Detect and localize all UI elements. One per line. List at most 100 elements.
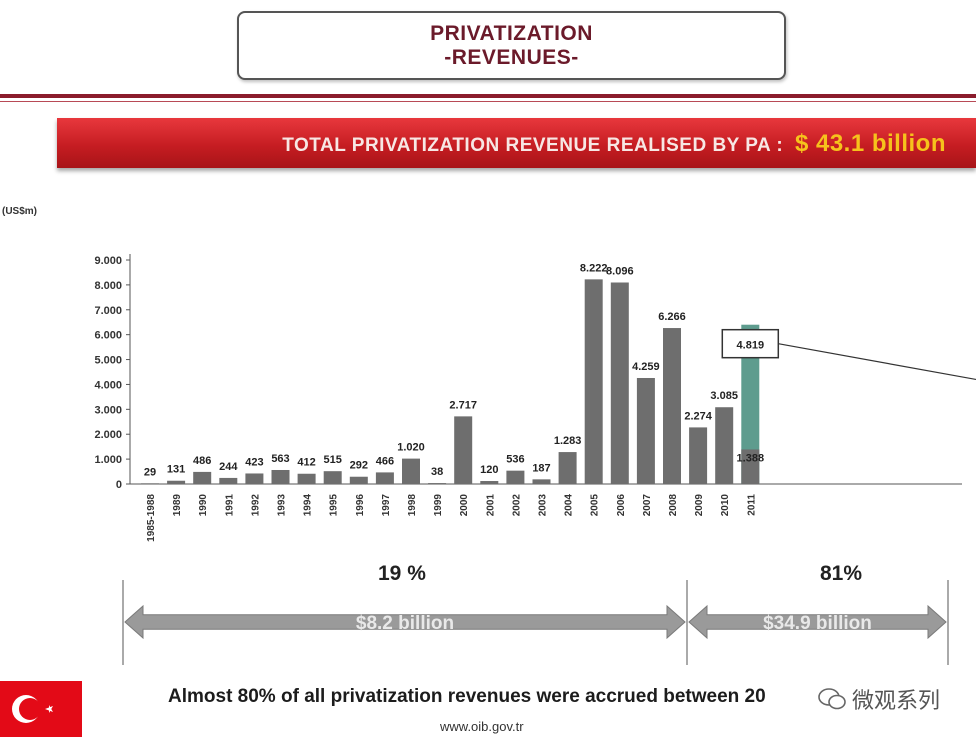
bar bbox=[715, 407, 734, 484]
x-tick-label: 1996 bbox=[355, 494, 366, 517]
period-2-arrow bbox=[688, 604, 947, 640]
x-tick-label: 2004 bbox=[564, 494, 575, 517]
x-tick-label: 2006 bbox=[616, 494, 627, 517]
bar bbox=[689, 427, 708, 484]
period-1-arrow bbox=[124, 604, 686, 640]
bar bbox=[193, 471, 212, 484]
x-tick-label: 2000 bbox=[459, 494, 470, 517]
watermark-text: 微观系列 bbox=[852, 688, 941, 713]
y-tick-label: 4.000 bbox=[94, 379, 122, 391]
y-tick-label: 7.000 bbox=[94, 305, 122, 317]
data-label: 1.388 bbox=[737, 453, 765, 465]
x-tick-label: 1991 bbox=[224, 494, 235, 517]
data-label: 515 bbox=[324, 454, 342, 466]
y-tick-label: 1.000 bbox=[94, 454, 122, 466]
x-tick-label: 1993 bbox=[277, 494, 288, 517]
data-label: 3.085 bbox=[710, 390, 738, 402]
bar bbox=[506, 470, 525, 484]
period-1-total: $8.2 billion bbox=[356, 613, 454, 634]
title-box: PRIVATIZATION -REVENUES- bbox=[237, 11, 786, 80]
data-label: 486 bbox=[193, 455, 211, 467]
x-tick-label: 2003 bbox=[538, 494, 549, 517]
bar bbox=[271, 469, 290, 484]
bar bbox=[532, 479, 551, 484]
bar bbox=[219, 477, 238, 484]
watermark: 微观系列 bbox=[818, 684, 968, 714]
x-tick-label: 1995 bbox=[329, 494, 340, 517]
title-line-2: -REVENUES- bbox=[444, 45, 579, 69]
x-tick-label: 2001 bbox=[485, 494, 496, 517]
bar bbox=[741, 449, 760, 484]
callout-pointer bbox=[778, 343, 976, 381]
header-rule-thin bbox=[0, 101, 976, 102]
bar bbox=[558, 452, 577, 484]
y-tick-label: 2.000 bbox=[94, 429, 122, 441]
highlight-callout-label: 4.819 bbox=[737, 340, 765, 352]
y-tick-label: 6.000 bbox=[94, 330, 122, 342]
y-tick-label: 0 bbox=[116, 479, 122, 491]
x-tick-label: 1985-1988 bbox=[146, 494, 157, 542]
data-label: 120 bbox=[480, 464, 498, 476]
banner-amount: $ 43.1 billion bbox=[794, 130, 946, 157]
x-tick-label: 2005 bbox=[590, 494, 601, 517]
bar bbox=[167, 480, 186, 484]
data-label: 187 bbox=[532, 462, 550, 474]
wechat-icon bbox=[818, 688, 846, 710]
bar bbox=[375, 472, 394, 484]
bar bbox=[245, 473, 264, 484]
bar bbox=[428, 483, 447, 484]
data-label: 6.266 bbox=[658, 311, 686, 323]
y-tick-label: 5.000 bbox=[94, 355, 122, 367]
bar bbox=[610, 282, 629, 484]
x-tick-label: 1994 bbox=[303, 494, 314, 517]
data-label: 563 bbox=[271, 453, 289, 465]
bar bbox=[480, 481, 499, 484]
x-tick-label: 1990 bbox=[198, 494, 209, 517]
data-label: 423 bbox=[245, 456, 263, 468]
y-axis-unit-label: (US$m) bbox=[2, 206, 38, 217]
data-label: 412 bbox=[297, 457, 315, 469]
banner-text-wrap: TOTAL PRIVATIZATION REVENUE REALISED BY … bbox=[282, 130, 946, 158]
y-tick-label: 8.000 bbox=[94, 280, 122, 292]
bar bbox=[297, 473, 316, 484]
data-label: 1.283 bbox=[554, 435, 582, 447]
data-label: 536 bbox=[506, 454, 524, 466]
x-tick-label: 1992 bbox=[250, 494, 261, 517]
bar bbox=[349, 476, 368, 484]
bar bbox=[663, 328, 681, 484]
revenue-bar-chart: 0 1.000 2.000 3.000 4.000 5.000 6.000 7.000 8.00… bbox=[94, 254, 976, 665]
y-tick-label: 9.000 bbox=[94, 255, 122, 267]
data-label: 29 bbox=[144, 466, 156, 478]
banner-label: TOTAL PRIVATIZATION REVENUE REALISED BY … bbox=[282, 135, 784, 156]
data-label: 466 bbox=[376, 455, 394, 467]
data-label: 131 bbox=[167, 464, 185, 476]
period-1-share: 19 % bbox=[378, 562, 426, 585]
x-tick-label: 2007 bbox=[642, 494, 653, 517]
data-label: 8.096 bbox=[606, 265, 634, 277]
bar-2011-highlight bbox=[741, 324, 760, 484]
footer-statement: Almost 80% of all privatization revenues… bbox=[168, 686, 766, 707]
data-label: 2.274 bbox=[684, 410, 712, 422]
y-tick-label: 3.000 bbox=[94, 404, 122, 416]
x-tick-label: 2010 bbox=[720, 494, 731, 517]
highlight-callout-box bbox=[721, 328, 780, 359]
bar bbox=[636, 377, 655, 484]
x-tick-label: 1997 bbox=[381, 494, 392, 517]
turkey-flag bbox=[0, 681, 82, 737]
x-tick-label: 2008 bbox=[668, 494, 679, 517]
footer-url: www.oib.gov.tr bbox=[440, 719, 524, 734]
x-tick-label: 1998 bbox=[407, 494, 418, 517]
bar bbox=[323, 471, 342, 484]
data-label: 1.020 bbox=[397, 442, 425, 454]
x-tick-label: 1999 bbox=[433, 494, 444, 517]
bar bbox=[402, 458, 420, 484]
data-label: 8.222 bbox=[580, 262, 608, 274]
title-line-1: PRIVATIZATION bbox=[430, 21, 593, 45]
bar bbox=[454, 416, 473, 484]
data-label: 292 bbox=[350, 460, 368, 472]
bar bbox=[584, 279, 603, 484]
x-tick-label: 1989 bbox=[172, 494, 183, 517]
x-tick-label: 2009 bbox=[694, 494, 705, 517]
period-2-share: 81% bbox=[820, 562, 863, 585]
header-rule bbox=[0, 94, 976, 98]
